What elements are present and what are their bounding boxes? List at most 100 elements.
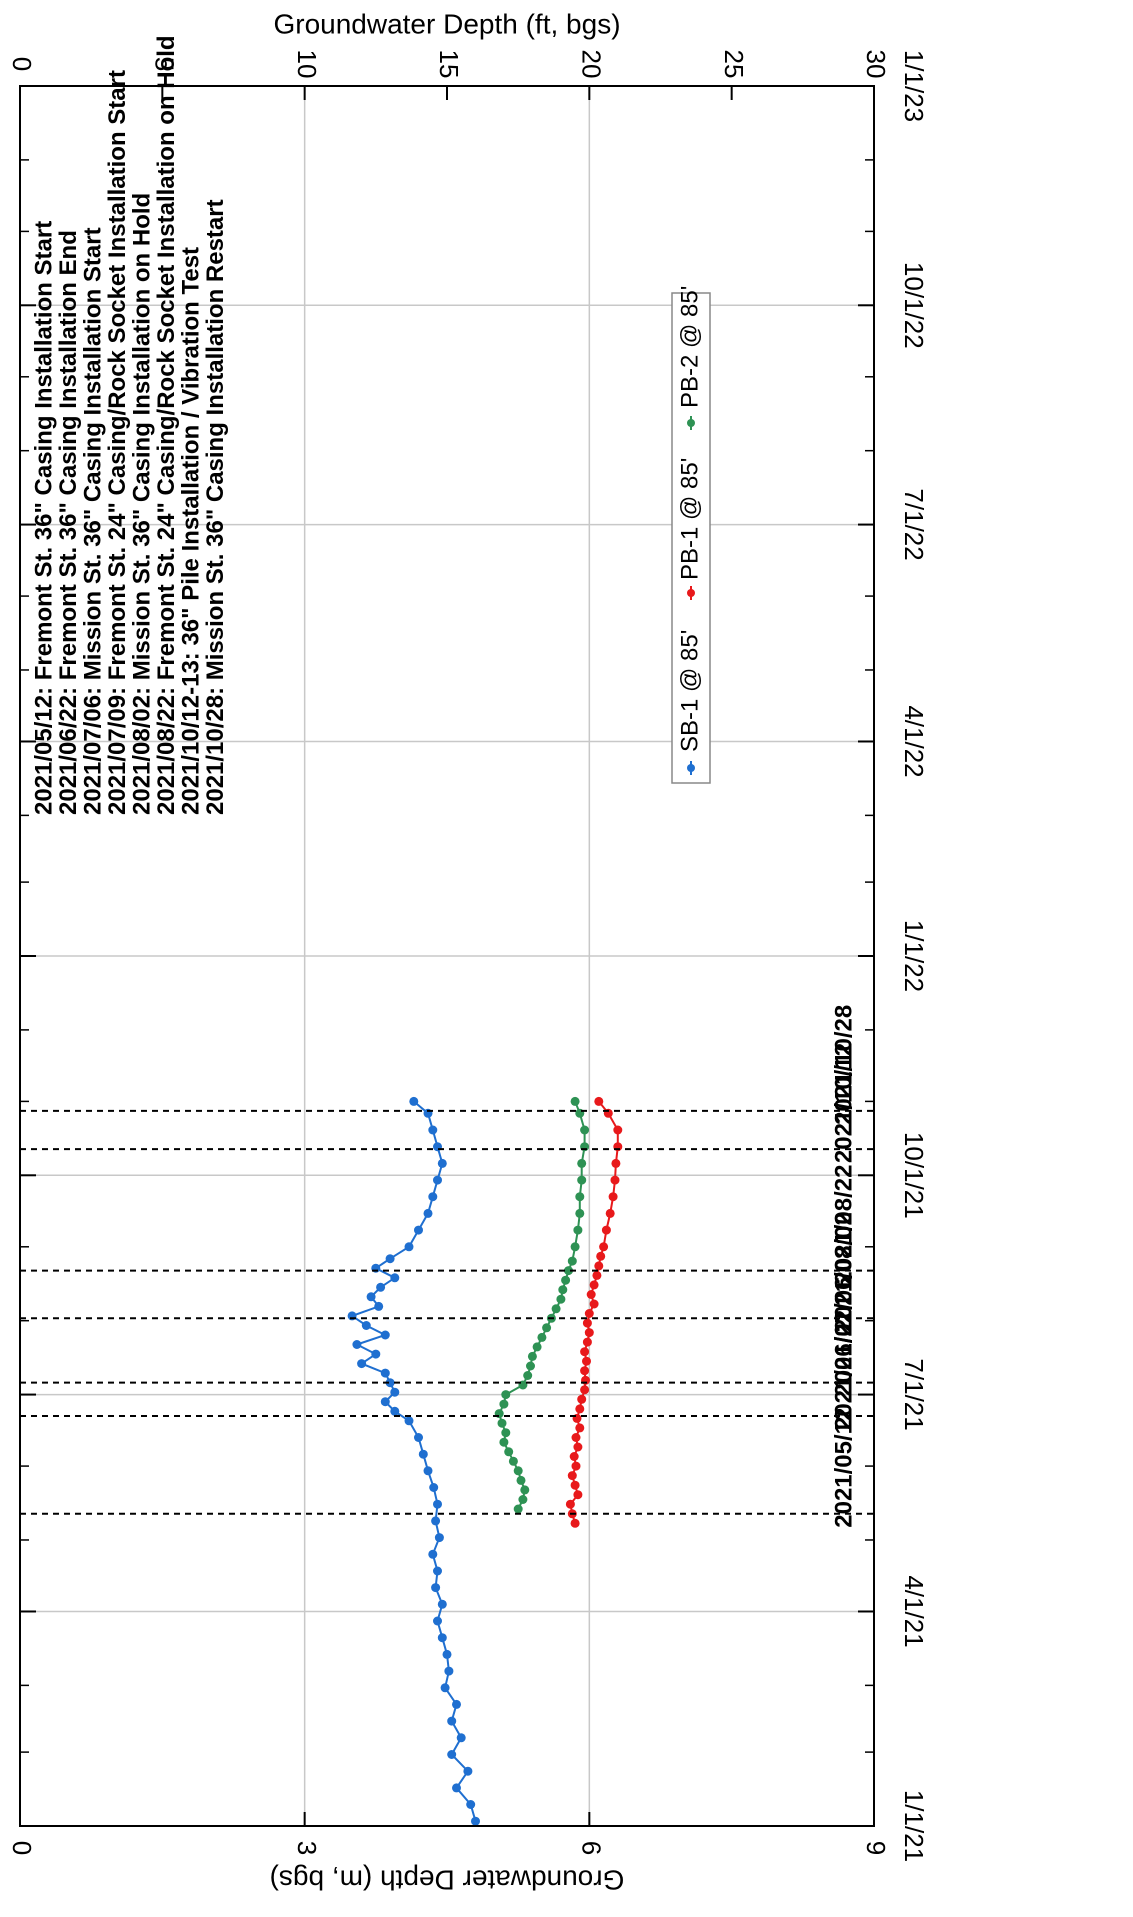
annotation-line: 2021/07/06: Mission St. 36" Casing Insta… — [79, 227, 106, 815]
series-point-0 — [429, 1483, 439, 1492]
series-point-1 — [575, 1404, 585, 1414]
series-point-0 — [447, 1750, 457, 1759]
series-point-1 — [573, 1490, 583, 1500]
series-point-0 — [433, 1566, 442, 1576]
series-point-0 — [431, 1583, 441, 1593]
series-point-0 — [361, 1321, 371, 1330]
series-point-1 — [570, 1518, 580, 1528]
date-tick-label: 4/1/21 — [899, 1575, 929, 1647]
series-point-1 — [575, 1423, 585, 1433]
series-point-1 — [584, 1309, 594, 1318]
series-point-0 — [374, 1301, 384, 1311]
event-label: 2021/10/12 — [830, 1043, 857, 1163]
series-layer — [347, 1096, 623, 1826]
series-point-2 — [570, 1242, 580, 1252]
ft-tick-label: 5 — [149, 57, 179, 71]
series-point-2 — [575, 1192, 585, 1202]
legend-entry-label: PB-2 @ 85' — [676, 286, 703, 408]
series-point-1 — [570, 1480, 580, 1490]
series-point-0 — [437, 1158, 447, 1168]
series-point-2 — [577, 1158, 587, 1168]
annotation-line: 2021/10/12-13: 36" Pile Installation / V… — [177, 247, 204, 815]
series-point-1 — [580, 1366, 590, 1376]
series-point-1 — [580, 1347, 590, 1357]
ft-tick-label: 30 — [861, 50, 891, 79]
series-point-0 — [440, 1683, 450, 1693]
annotation-line: 2021/06/22: Fremont St. 36" Casing Insta… — [55, 230, 82, 815]
series-point-0 — [431, 1516, 441, 1526]
series-point-1 — [582, 1356, 591, 1366]
series-point-2 — [513, 1466, 523, 1476]
series-point-0 — [404, 1416, 414, 1426]
series-point-2 — [518, 1495, 528, 1504]
series-point-2 — [564, 1266, 573, 1276]
series-point-0 — [385, 1378, 395, 1388]
series-point-1 — [589, 1280, 599, 1290]
series-point-0 — [380, 1397, 390, 1407]
series-point-2 — [551, 1304, 561, 1314]
series-point-0 — [471, 1816, 480, 1826]
series-point-1 — [610, 1175, 620, 1185]
annotation-line: 2021/05/12: Fremont St. 36" Casing Insta… — [30, 221, 57, 815]
series-point-2 — [532, 1342, 542, 1352]
series-point-0 — [452, 1699, 461, 1709]
series-point-1 — [601, 1225, 611, 1235]
series-point-1 — [594, 1096, 604, 1106]
legend-swatch-point — [687, 419, 695, 427]
ft-tick-label: 10 — [292, 50, 322, 79]
series-point-2 — [537, 1332, 547, 1342]
series-point-0 — [428, 1192, 438, 1202]
series-point-2 — [570, 1096, 580, 1106]
date-tick-label: 1/1/21 — [899, 1790, 929, 1862]
series-point-0 — [380, 1330, 390, 1340]
series-point-0 — [456, 1733, 466, 1743]
series-point-2 — [542, 1323, 552, 1333]
annotation-line: 2021/08/02: Mission St. 36" Casing Insta… — [128, 193, 155, 815]
m-tick-label: 9 — [861, 1841, 891, 1855]
legend-entry-label: SB-1 @ 85' — [676, 630, 703, 752]
series-point-0 — [371, 1349, 381, 1359]
series-point-2 — [516, 1475, 526, 1485]
series-point-1 — [599, 1242, 609, 1252]
series-point-1 — [580, 1385, 590, 1395]
series-point-2 — [499, 1437, 509, 1447]
series-point-1 — [584, 1328, 594, 1338]
series-point-0 — [423, 1466, 433, 1476]
series-point-1 — [565, 1499, 575, 1509]
series-point-2 — [575, 1208, 585, 1218]
series-point-2 — [501, 1428, 511, 1438]
m-tick-label: 0 — [7, 1841, 37, 1855]
series-point-1 — [569, 1452, 579, 1461]
series-point-0 — [447, 1716, 457, 1726]
series-point-0 — [437, 1599, 447, 1609]
date-tick-label: 10/1/21 — [899, 1132, 929, 1219]
m-axis-title: Groundwater Depth (m, bgs) — [270, 1865, 625, 1896]
plot-frame — [19, 85, 875, 1827]
series-point-2 — [499, 1399, 509, 1409]
series-point-1 — [611, 1158, 621, 1168]
event-label: 2021/10/28 — [830, 1005, 857, 1125]
series-point-0 — [433, 1499, 442, 1509]
series-point-0 — [376, 1282, 386, 1292]
annotation-line: 2021/08/22: Fremont St. 24" Casing/Rock … — [153, 35, 180, 815]
series-point-0 — [390, 1273, 400, 1283]
ft-axis-title: Groundwater Depth (ft, bgs) — [273, 8, 620, 39]
annotation-block: 2021/05/12: Fremont St. 36" Casing Insta… — [30, 35, 229, 815]
event-label: 2021/05/12 — [830, 1408, 857, 1528]
date-tick-label: 4/1/22 — [899, 705, 929, 777]
series-point-0 — [428, 1549, 438, 1559]
legend-box — [671, 292, 711, 784]
series-point-0 — [423, 1208, 433, 1218]
ft-tick-label: 20 — [576, 50, 606, 79]
series-point-1 — [582, 1318, 592, 1328]
series-point-2 — [508, 1456, 518, 1466]
series-point-2 — [527, 1351, 537, 1361]
series-point-1 — [608, 1192, 618, 1202]
series-point-2 — [497, 1418, 507, 1428]
date-tick-label: 10/1/22 — [899, 262, 929, 349]
series-point-2 — [504, 1447, 514, 1457]
series-point-0 — [390, 1406, 400, 1416]
series-point-1 — [594, 1261, 604, 1271]
series-point-2 — [501, 1390, 511, 1400]
series-point-1 — [605, 1208, 615, 1218]
